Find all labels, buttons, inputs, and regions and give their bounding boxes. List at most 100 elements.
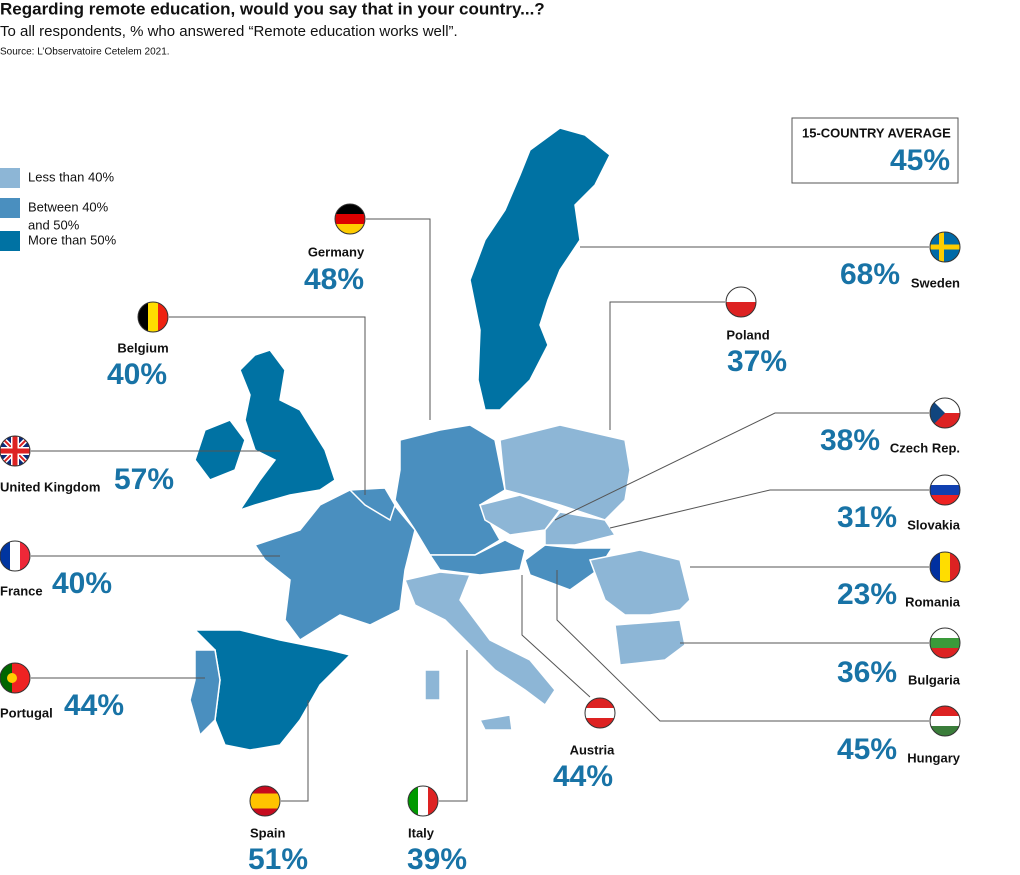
- country-value: 36%: [837, 656, 897, 689]
- average-box: [791, 117, 959, 184]
- country-name: France: [0, 583, 43, 598]
- sweden-shape: [469, 127, 611, 411]
- flag-part: [335, 214, 365, 225]
- country-value: 45%: [837, 733, 897, 766]
- bulgaria-shape: [614, 619, 686, 666]
- subtitle: To all respondents, % who answered “Remo…: [0, 23, 458, 40]
- flag-part: [930, 716, 960, 727]
- flag-border: [0, 435, 31, 467]
- belgium-shape: [348, 487, 396, 522]
- sardinia-shape: [424, 669, 441, 701]
- flag: [930, 628, 960, 658]
- flag-part: [939, 232, 944, 262]
- legend-label: Less than 40%: [28, 169, 114, 184]
- flag-border: [249, 785, 281, 817]
- country-name: Belgium: [117, 340, 168, 355]
- italy-shape: [403, 571, 556, 707]
- leader-line: [521, 575, 591, 698]
- romania-shape: [588, 549, 691, 616]
- flag: [335, 204, 365, 234]
- country-name: Poland: [726, 327, 769, 342]
- country-value: 38%: [820, 424, 880, 457]
- country-value: 37%: [727, 345, 787, 378]
- flag-part: [0, 541, 11, 571]
- flag: [138, 302, 168, 332]
- flag-part: [335, 224, 365, 234]
- flag-part: [335, 204, 365, 215]
- country-value: 39%: [407, 843, 467, 875]
- country-name: Italy: [408, 825, 435, 840]
- flag-part: [7, 673, 17, 683]
- flag-border: [334, 203, 366, 235]
- germany-shape: [394, 424, 506, 556]
- flag-border: [725, 286, 757, 318]
- flag-part: [148, 302, 159, 332]
- uk-shape: [238, 349, 336, 512]
- leader-line: [281, 700, 309, 802]
- source: Source: L’Observatoire Cetelem 2021.: [0, 47, 170, 58]
- flag-part: [930, 475, 960, 486]
- country-value: 57%: [114, 463, 174, 496]
- flag-border: [0, 662, 31, 694]
- leader-line: [556, 570, 929, 722]
- country-name: Germany: [308, 244, 365, 259]
- country-value: 44%: [64, 689, 124, 722]
- flag: [250, 786, 280, 816]
- country-name: Spain: [250, 825, 285, 840]
- flag-part: [930, 552, 941, 582]
- flag-part: [930, 638, 960, 649]
- country-value: 68%: [840, 258, 900, 291]
- flag: [408, 786, 438, 816]
- leader-line: [609, 489, 929, 529]
- legend-swatch: [0, 231, 20, 251]
- country-name: Slovakia: [907, 517, 961, 532]
- legend-swatch: [0, 168, 20, 188]
- flag-part: [940, 552, 951, 582]
- country-value: 44%: [553, 760, 613, 793]
- flag-part: [930, 648, 960, 658]
- country-value: 51%: [248, 843, 308, 875]
- flag: [0, 541, 30, 571]
- flag-part: [138, 302, 149, 332]
- flag: [930, 232, 960, 262]
- country-value: 23%: [837, 578, 897, 611]
- flag-border: [929, 551, 961, 583]
- flag-part: [585, 708, 615, 719]
- flag-part: [10, 541, 21, 571]
- flag-part: [585, 718, 615, 728]
- flag-part: [930, 628, 960, 639]
- flag: [726, 287, 756, 317]
- country-name: Austria: [570, 742, 616, 757]
- flag-part: [408, 786, 419, 816]
- france-shape: [253, 489, 416, 642]
- flag-part: [950, 552, 960, 582]
- legend-label: More than 50%: [28, 232, 117, 247]
- flag-part: [12, 436, 18, 466]
- flag-part: [20, 541, 30, 571]
- flag-border: [929, 627, 961, 659]
- leader-line: [169, 316, 366, 495]
- country-value: 48%: [304, 263, 364, 296]
- flag-part: [930, 244, 960, 250]
- legend-label: and 50%: [28, 217, 80, 232]
- leader-line: [366, 218, 431, 420]
- average-label: 15-COUNTRY AVERAGE: [802, 125, 951, 140]
- flag: [930, 706, 960, 736]
- flag-part: [12, 663, 30, 693]
- flag-border: [929, 397, 961, 429]
- country-name: Sweden: [911, 275, 960, 290]
- flag-part: [930, 726, 960, 736]
- flag-part: [585, 698, 615, 709]
- country-name: Romania: [905, 594, 961, 609]
- flag-part: [930, 495, 960, 505]
- leader-line: [554, 412, 929, 521]
- flag-border: [137, 301, 169, 333]
- flag-part: [930, 706, 960, 717]
- flag-part: [0, 663, 12, 693]
- austria-shape: [428, 539, 526, 576]
- flag-border: [929, 474, 961, 506]
- flag-part: [428, 786, 438, 816]
- portugal-shape: [189, 649, 221, 737]
- flag-border: [929, 231, 961, 263]
